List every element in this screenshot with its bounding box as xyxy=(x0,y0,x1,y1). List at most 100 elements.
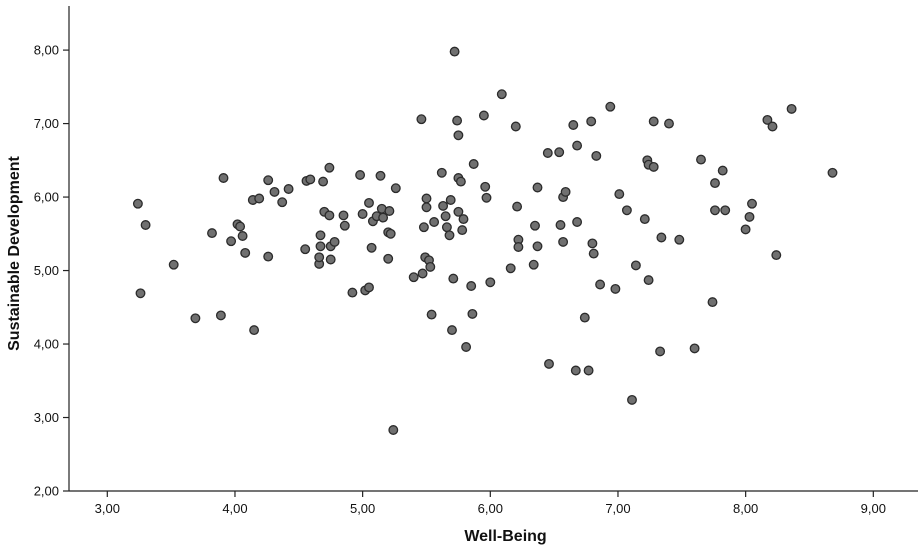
scatter-point xyxy=(744,211,755,222)
scatter-point xyxy=(263,175,274,186)
scatter-point xyxy=(269,186,280,197)
scatter-point xyxy=(305,174,316,185)
scatter-point xyxy=(621,205,632,216)
plot-area xyxy=(132,46,838,435)
y-tick-label: 8,00 xyxy=(34,43,59,58)
y-tick-label: 4,00 xyxy=(34,337,59,352)
scatter-point xyxy=(648,161,659,172)
scatter-point xyxy=(457,225,468,236)
scatter-point xyxy=(132,198,143,209)
scatter-point xyxy=(388,425,399,435)
scatter-point xyxy=(425,261,436,272)
y-axis-ticks: 2,00 3,00 4,00 5,00 6,00 7,00 8,00 xyxy=(34,43,69,499)
scatter-point xyxy=(588,248,599,259)
scatter-point xyxy=(468,159,479,169)
scatter-point xyxy=(542,148,553,158)
scatter-point xyxy=(452,115,463,126)
scatter-point xyxy=(329,236,340,247)
scatter-point xyxy=(664,118,674,129)
scatter-point xyxy=(444,230,455,241)
scatter-point xyxy=(485,277,496,288)
x-tick-label: 4,00 xyxy=(222,501,247,516)
scatter-point xyxy=(555,220,566,230)
scatter-point xyxy=(315,230,326,241)
scatter-point xyxy=(614,189,625,200)
scatter-point xyxy=(140,220,151,230)
scatter-point xyxy=(366,242,377,253)
scatter-point xyxy=(383,253,394,264)
scatter-point xyxy=(226,236,237,247)
scatter-point xyxy=(429,217,440,227)
scatter-point xyxy=(656,232,667,243)
scatter-point xyxy=(283,184,294,194)
scatter-point xyxy=(639,214,650,225)
scatter-point xyxy=(583,365,594,376)
scatter-point xyxy=(767,121,778,132)
scatter-point xyxy=(461,342,472,352)
x-axis-title: Well-Being xyxy=(464,528,546,545)
scatter-point xyxy=(447,325,457,336)
y-tick-label: 5,00 xyxy=(34,263,59,278)
scatter-point xyxy=(771,250,782,261)
y-tick-label: 2,00 xyxy=(34,484,59,499)
scatter-point xyxy=(655,346,666,357)
scatter-point xyxy=(441,222,452,233)
scatter-point xyxy=(339,220,350,231)
scatter-point xyxy=(630,260,641,271)
scatter-point xyxy=(449,46,460,57)
scatter-point xyxy=(318,176,329,187)
scatter-point xyxy=(827,167,838,178)
x-tick-label: 8,00 xyxy=(733,501,758,516)
scatter-point xyxy=(237,231,248,241)
scatter-point xyxy=(445,195,456,205)
scatter-point xyxy=(689,343,700,354)
scatter-point xyxy=(207,228,217,239)
y-tick-label: 3,00 xyxy=(34,410,59,425)
scatter-point xyxy=(453,130,464,141)
scatter-point xyxy=(696,154,706,165)
x-axis-ticks: 3,00 4,00 5,00 6,00 7,00 8,00 9,00 xyxy=(95,491,886,516)
scatter-point xyxy=(512,201,523,212)
scatter-point xyxy=(249,325,260,336)
scatter-point xyxy=(448,273,459,284)
scatter-point xyxy=(572,140,583,151)
scatter-point xyxy=(467,308,478,319)
scatter-point xyxy=(364,282,374,293)
scatter-point xyxy=(558,236,569,247)
scatter-point xyxy=(643,275,654,286)
scatter-point xyxy=(324,210,335,221)
scatter-point xyxy=(762,114,773,125)
y-tick-label: 6,00 xyxy=(34,190,59,205)
scatter-point xyxy=(300,244,311,255)
x-tick-label: 3,00 xyxy=(95,501,120,516)
scatter-point xyxy=(554,147,565,158)
scatter-point xyxy=(135,288,146,299)
scatter-point xyxy=(587,238,598,249)
scatter-point xyxy=(455,176,466,187)
scatter-point xyxy=(572,217,583,227)
scatter-point xyxy=(357,209,368,219)
scatter-point xyxy=(570,365,581,376)
scatter-point xyxy=(648,116,659,127)
scatter-point xyxy=(627,394,637,405)
scatter-point xyxy=(190,313,201,324)
x-tick-label: 6,00 xyxy=(478,501,503,516)
scatter-point xyxy=(513,242,524,252)
scatter-point xyxy=(458,214,469,225)
scatter-point xyxy=(426,309,437,320)
scatter-point xyxy=(235,221,246,232)
scatter-point xyxy=(591,150,602,161)
scatter-point xyxy=(747,198,757,209)
scatter-point xyxy=(478,110,489,121)
scatter-point xyxy=(338,210,349,221)
scatter-point xyxy=(496,89,507,100)
scatter-point xyxy=(215,310,226,321)
scatter-point xyxy=(532,241,543,252)
scatter-point xyxy=(364,197,374,208)
scatter-point xyxy=(416,114,427,125)
scatter-point xyxy=(436,167,447,178)
scatter-point xyxy=(421,202,432,213)
scatter-point xyxy=(277,197,288,208)
x-tick-label: 5,00 xyxy=(350,501,375,516)
